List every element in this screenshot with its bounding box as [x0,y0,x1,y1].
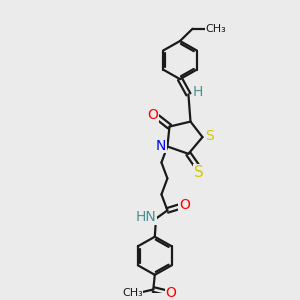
Text: O: O [179,198,190,212]
Text: O: O [148,108,158,122]
Text: H: H [193,85,203,99]
Text: S: S [194,165,204,180]
Text: HN: HN [136,210,157,224]
Text: CH₃: CH₃ [205,24,226,34]
Text: O: O [165,286,176,300]
Text: N: N [156,139,166,153]
Text: CH₃: CH₃ [122,288,143,298]
Text: S: S [206,129,214,143]
